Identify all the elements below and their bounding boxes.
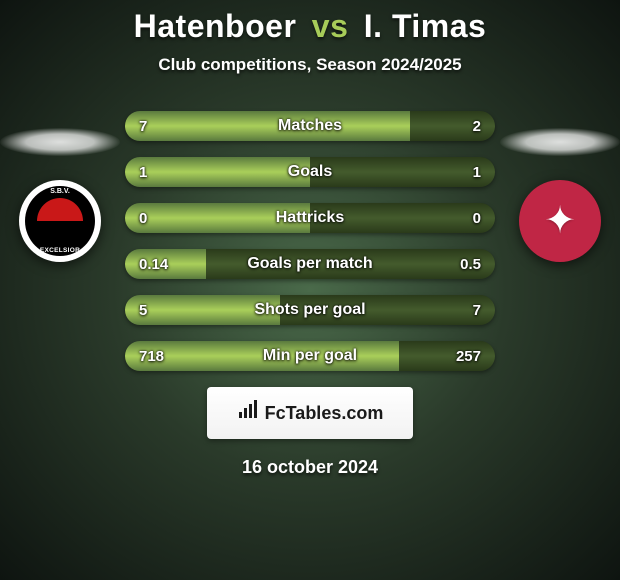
vs-label: vs [312, 8, 349, 44]
page-title: Hatenboer vs I. Timas [0, 8, 620, 45]
club-right-shadow [500, 128, 620, 156]
stat-row: 5Shots per goal7 [125, 295, 495, 325]
stat-row: 0Hattricks0 [125, 203, 495, 233]
subtitle: Club competitions, Season 2024/2025 [0, 55, 620, 75]
stat-label: Hattricks [125, 203, 495, 233]
club-right: ✦ [500, 180, 620, 262]
stat-val-right: 257 [456, 341, 481, 371]
player2-name: I. Timas [364, 8, 487, 44]
stat-val-right: 7 [473, 295, 481, 325]
stat-val-right: 1 [473, 157, 481, 187]
content-container: Hatenboer vs I. Timas Club competitions,… [0, 0, 620, 580]
stat-row: 1Goals1 [125, 157, 495, 187]
player1-name: Hatenboer [134, 8, 297, 44]
star-icon: ✦ [544, 202, 576, 240]
stat-label: Matches [125, 111, 495, 141]
brand-text: FcTables.com [265, 403, 384, 424]
club-left-badge: S.B.V. EXCELSIOR [19, 180, 101, 262]
stat-val-right: 0 [473, 203, 481, 233]
stat-label: Min per goal [125, 341, 495, 371]
stat-label: Shots per goal [125, 295, 495, 325]
stat-val-right: 0.5 [460, 249, 481, 279]
stat-label: Goals per match [125, 249, 495, 279]
stat-label: Goals [125, 157, 495, 187]
stats-chart: 7Matches21Goals10Hattricks00.14Goals per… [125, 111, 495, 371]
stat-row: 0.14Goals per match0.5 [125, 249, 495, 279]
chart-icon [237, 400, 259, 426]
stat-val-right: 2 [473, 111, 481, 141]
club-left-bottom-text: EXCELSIOR [40, 247, 80, 254]
club-left: S.B.V. EXCELSIOR [0, 180, 120, 262]
stat-row: 718Min per goal257 [125, 341, 495, 371]
club-left-top-text: S.B.V. [50, 188, 70, 195]
stat-row: 7Matches2 [125, 111, 495, 141]
club-left-shadow [0, 128, 120, 156]
date-label: 16 october 2024 [0, 457, 620, 478]
club-right-badge: ✦ [519, 180, 601, 262]
brand-footer[interactable]: FcTables.com [207, 387, 413, 439]
